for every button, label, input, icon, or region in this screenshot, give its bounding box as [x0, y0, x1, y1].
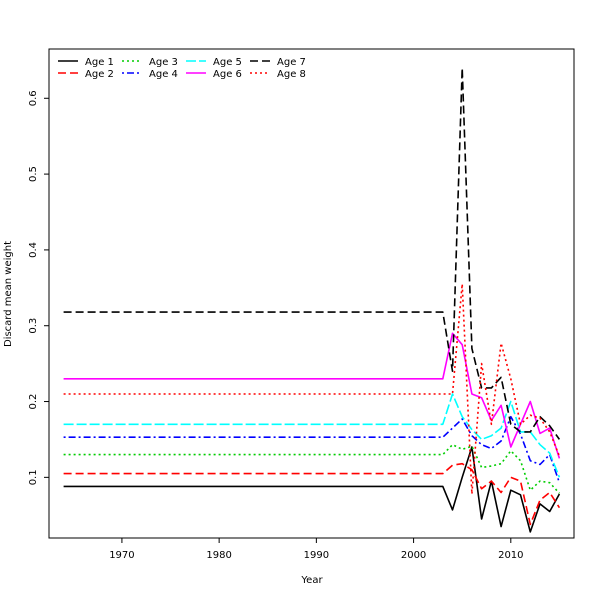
y-tick-label: 0.6 — [28, 90, 39, 106]
y-axis: 0.1 0.2 0.3 0.4 0.5 0.6 — [28, 90, 49, 485]
x-tick-label: 1970 — [109, 550, 134, 561]
y-tick-label: 0.3 — [28, 318, 39, 334]
x-tick-label: 1980 — [206, 550, 231, 561]
legend-label-age-6: Age 6 — [213, 69, 242, 80]
plot-frame — [48, 48, 575, 539]
series-line-age-2 — [63, 462, 561, 526]
legend-label-age-5: Age 5 — [213, 57, 242, 68]
legend-label-age-1: Age 1 — [85, 57, 114, 68]
legend-label-age-3: Age 3 — [149, 57, 178, 68]
legend-label-age-4: Age 4 — [149, 69, 178, 80]
series-line-age-5 — [63, 393, 561, 478]
y-tick-label: 0.1 — [28, 469, 39, 485]
series-line-age-8 — [63, 283, 561, 495]
legend-label-age-7: Age 7 — [277, 57, 306, 68]
x-axis: 1970 1980 1990 2000 2010 — [109, 538, 524, 561]
x-axis-title: Year — [300, 575, 323, 586]
series-line-age-1 — [63, 446, 561, 533]
y-tick-label: 0.2 — [28, 394, 39, 410]
series-layer — [63, 67, 561, 533]
x-tick-label: 2000 — [401, 550, 426, 561]
y-tick-label: 0.4 — [28, 242, 39, 258]
series-line-age-6 — [63, 332, 561, 459]
legend-label-age-8: Age 8 — [277, 69, 306, 80]
y-tick-label: 0.5 — [28, 166, 39, 182]
y-axis-title: Discard mean weight — [3, 241, 14, 347]
x-tick-label: 2010 — [498, 550, 523, 561]
x-tick-label: 1990 — [304, 550, 329, 561]
series-line-age-7 — [63, 67, 561, 440]
legend-label-age-2: Age 2 — [85, 69, 114, 80]
